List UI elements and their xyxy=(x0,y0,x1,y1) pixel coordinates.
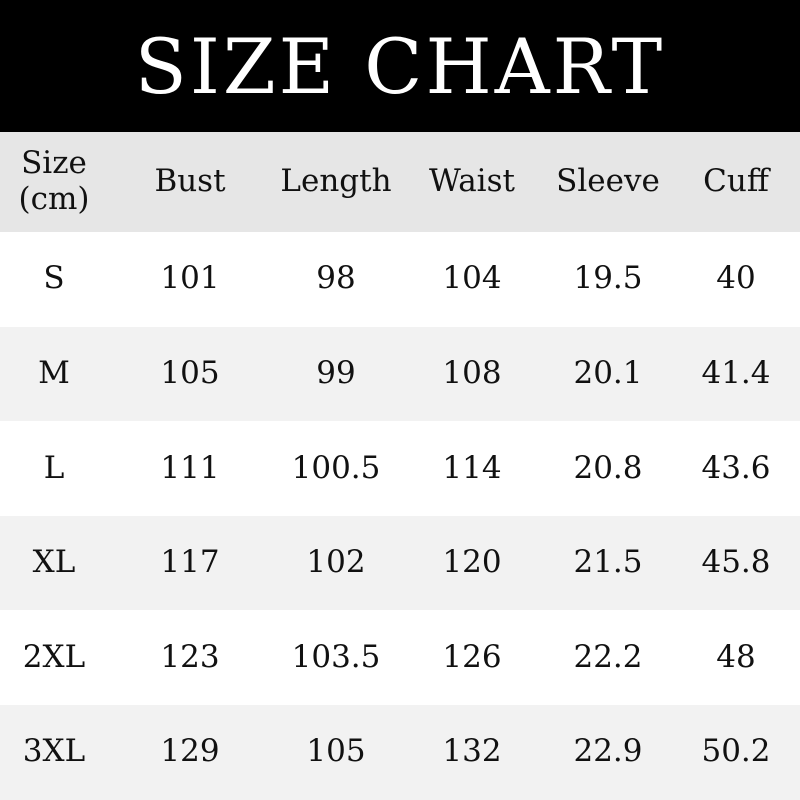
table-cell: 45.8 xyxy=(701,544,771,581)
table-cell: 132 xyxy=(442,733,502,770)
table-cell: 3XL xyxy=(22,733,86,770)
table-cell: XL xyxy=(32,544,76,581)
table-cell: 21.5 xyxy=(573,544,643,581)
table-cell: S xyxy=(43,260,65,297)
table-cell: 101 xyxy=(160,260,220,297)
table-cell: 129 xyxy=(160,733,220,770)
table-cell: 117 xyxy=(160,544,220,581)
table-cell: 105 xyxy=(306,733,366,770)
table-cell: 22.9 xyxy=(573,733,643,770)
table-row: L 111 100.5 114 20.8 43.6 xyxy=(0,421,800,516)
table-cell: 114 xyxy=(442,449,502,486)
table-cell: 99 xyxy=(316,355,356,392)
column-header: Size (cm) xyxy=(18,145,90,217)
table-cell: 43.6 xyxy=(701,449,771,486)
table-cell: 120 xyxy=(442,544,502,581)
table-cell: 48 xyxy=(716,638,756,675)
table-cell: M xyxy=(38,355,70,392)
column-header: Cuff xyxy=(703,163,769,200)
table-cell: 22.2 xyxy=(573,638,643,675)
table-cell: 111 xyxy=(160,449,220,486)
table-row: 3XL 129 105 132 22.9 50.2 xyxy=(0,704,800,800)
table-cell: 123 xyxy=(160,638,220,675)
table-cell: 19.5 xyxy=(573,260,643,297)
table-cell: 2XL xyxy=(22,638,86,675)
table-cell: 20.1 xyxy=(573,355,643,392)
table-row: S 101 98 104 19.5 40 xyxy=(0,232,800,327)
table-cell: 105 xyxy=(160,355,220,392)
table-cell: L xyxy=(43,449,65,486)
column-header: Sleeve xyxy=(556,163,660,200)
table-cell: 50.2 xyxy=(701,733,771,770)
table-row: XL 117 102 120 21.5 45.8 xyxy=(0,515,800,611)
table-row: 2XL 123 103.5 126 22.2 48 xyxy=(0,610,800,705)
table-row: M 105 99 108 20.1 41.4 xyxy=(0,326,800,422)
table-cell: 103.5 xyxy=(291,638,381,675)
table-cell: 104 xyxy=(442,260,502,297)
table-cell: 41.4 xyxy=(701,355,771,392)
column-header: Bust xyxy=(154,163,226,200)
column-header: Length xyxy=(280,163,392,200)
table-cell: 100.5 xyxy=(291,449,381,486)
table-cell: 20.8 xyxy=(573,449,643,486)
table-cell: 98 xyxy=(316,260,356,297)
table-header: Size (cm) Bust Length Waist Sleeve Cuff xyxy=(0,132,800,232)
page-title: SIZE CHART xyxy=(0,0,800,132)
table-cell: 126 xyxy=(442,638,502,675)
table-cell: 40 xyxy=(716,260,756,297)
table-body: S 101 98 104 19.5 40 M 105 99 108 20.1 41.4 L 111 100.… xyxy=(0,232,800,800)
table-cell: 108 xyxy=(442,355,502,392)
table-cell: 102 xyxy=(306,544,366,581)
column-header: Waist xyxy=(429,163,515,200)
